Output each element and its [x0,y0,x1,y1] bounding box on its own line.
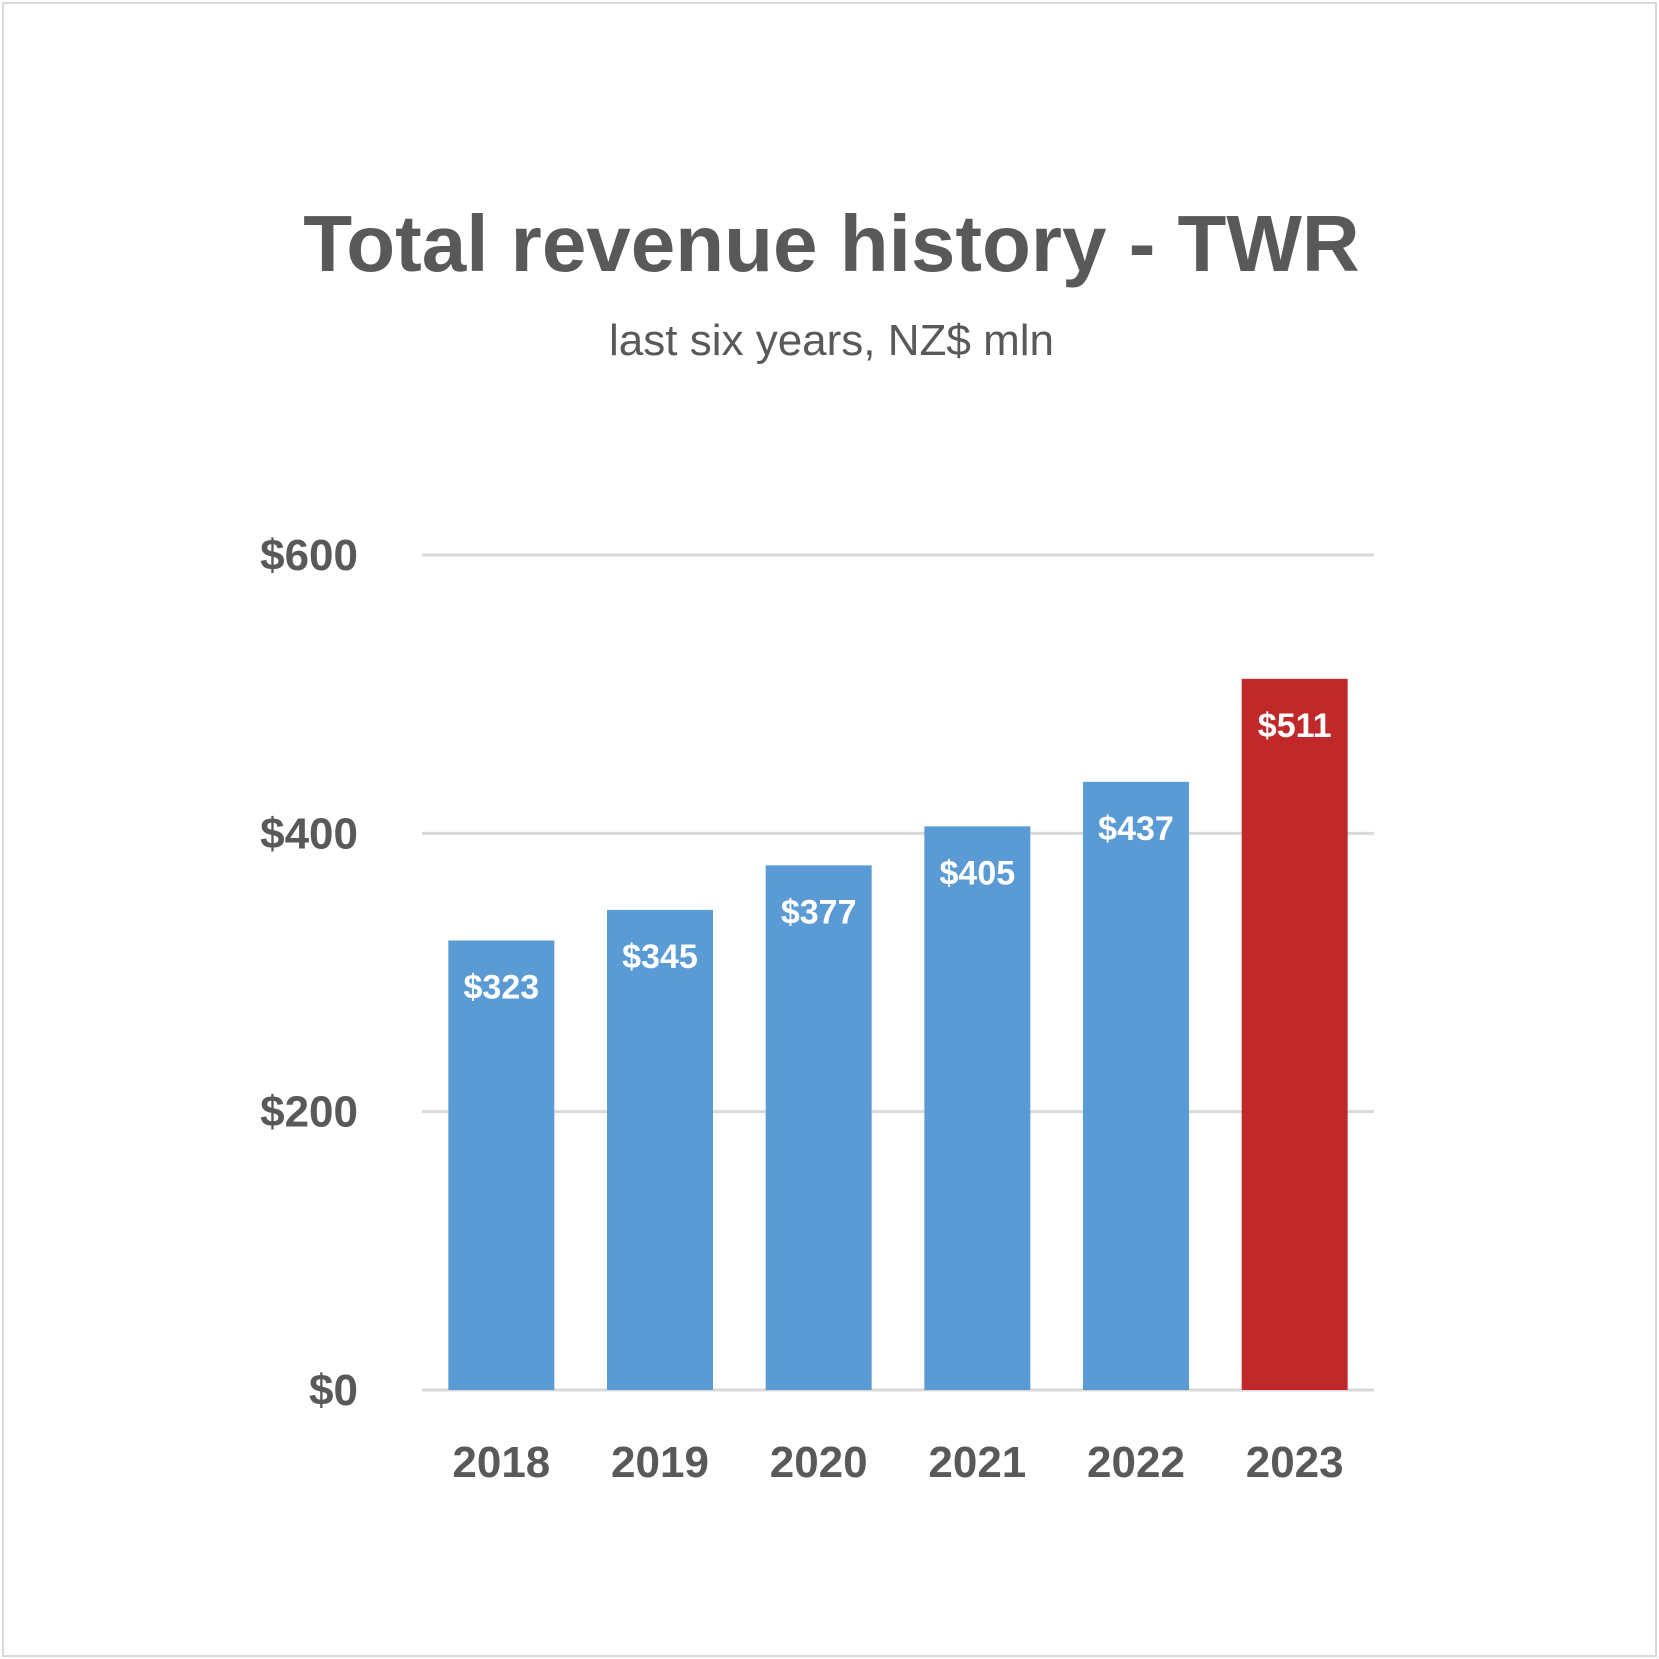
x-tick-label: 2019 [611,1438,709,1487]
x-tick-label: 2023 [1246,1438,1344,1487]
bar-data-label: $345 [622,938,698,976]
bar [765,865,872,1390]
bar [607,909,713,1390]
bar [1241,678,1348,1390]
x-axis-tick-labels: 2018 2019 2020 2021 2022 2023 [452,1438,1343,1487]
bar [1083,781,1189,1390]
y-axis-tick-labels: $0 $200 $400 $600 [260,531,358,1415]
gridlines [422,553,1374,1392]
y-tick-label: $200 [260,1088,358,1137]
bar-data-label: $405 [940,854,1016,892]
bar-data-label: $377 [781,893,857,931]
bar [448,940,555,1390]
x-tick-label: 2022 [1087,1438,1185,1487]
bar-data-label: $323 [464,968,540,1006]
y-tick-label: $0 [309,1366,358,1415]
bars [448,678,1348,1390]
bar-data-labels: $323 $345 $377 $405 $437 $511 [464,707,1332,1007]
x-tick-label: 2020 [770,1438,868,1487]
y-tick-label: $600 [260,531,358,580]
bar-data-label: $437 [1098,810,1174,848]
bar-data-label: $511 [1258,707,1332,745]
y-tick-label: $400 [260,809,358,858]
x-tick-label: 2021 [928,1438,1026,1487]
chart-title: Total revenue history - TWR [303,199,1360,288]
chart-subtitle: last six years, NZ$ mln [609,316,1054,365]
bar [924,826,1031,1390]
x-tick-label: 2018 [452,1438,550,1487]
